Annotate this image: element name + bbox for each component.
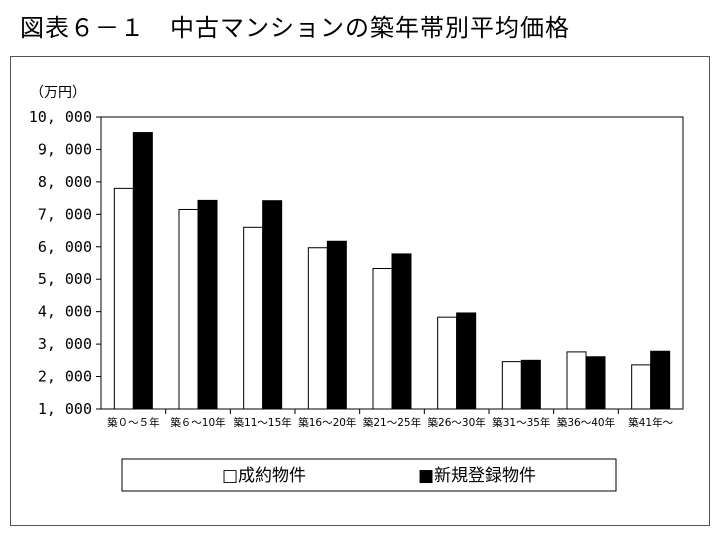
- bar-contracted: [243, 226, 264, 410]
- bar-new-listing: [456, 312, 477, 410]
- bar-new-listing: [132, 132, 153, 410]
- x-category-label: 築０～５年: [107, 416, 160, 429]
- bar-new-listing: [197, 199, 218, 410]
- x-category-label: 築26～30年: [428, 416, 486, 429]
- bar-new-listing: [585, 356, 606, 410]
- x-category-label: 築41年～: [628, 416, 673, 429]
- legend-item-new-listing: ■新規登録物件: [418, 466, 536, 486]
- bar-contracted: [437, 316, 458, 410]
- bar-contracted: [178, 208, 199, 410]
- bar-contracted: [566, 351, 587, 410]
- x-category-label: 築６～10年: [170, 416, 225, 429]
- y-tick-label: 6, 000: [38, 238, 92, 256]
- bar-new-listing: [391, 253, 412, 410]
- y-axis-unit: （万円）: [30, 85, 86, 101]
- bar-new-listing: [520, 359, 541, 410]
- y-tick-label: 4, 000: [38, 303, 92, 321]
- x-category-label: 築16～20年: [298, 416, 356, 429]
- chart-legend: □成約物件 ■新規登録物件: [121, 458, 617, 492]
- y-tick-label: 1, 000: [38, 400, 92, 418]
- y-tick-label: 5, 000: [38, 270, 92, 288]
- figure-title: 図表６－１ 中古マンションの築年帯別平均価格: [20, 14, 570, 42]
- bar-new-listing: [650, 350, 671, 410]
- y-tick-label: 9, 000: [38, 140, 92, 158]
- legend-item-contracted: □成約物件: [222, 466, 306, 486]
- chart-bars: [113, 132, 671, 410]
- chart-frame: [10, 56, 710, 526]
- bar-new-listing: [262, 200, 283, 410]
- bar-new-listing: [326, 240, 347, 410]
- bar-contracted: [501, 361, 522, 410]
- x-category-label: 築31～35年: [492, 416, 550, 429]
- bar-contracted: [113, 187, 134, 410]
- x-category-label: 築11～15年: [234, 416, 292, 429]
- x-category-label: 築36～40年: [557, 416, 615, 429]
- y-tick-label: 10, 000: [29, 108, 92, 126]
- y-tick-label: 3, 000: [38, 335, 92, 353]
- legend-box: [121, 458, 617, 492]
- bar-contracted: [631, 364, 652, 410]
- x-category-label: 築21～25年: [363, 416, 421, 429]
- y-tick-label: 8, 000: [38, 173, 92, 191]
- y-tick-label: 2, 000: [38, 368, 92, 386]
- y-tick-label: 7, 000: [38, 205, 92, 223]
- bar-contracted: [307, 247, 328, 410]
- chart-labels: 1, 000 2, 000 3, 000 4, 000 5, 000 6, 000 7, 0…: [29, 85, 674, 429]
- bar-contracted: [372, 268, 393, 410]
